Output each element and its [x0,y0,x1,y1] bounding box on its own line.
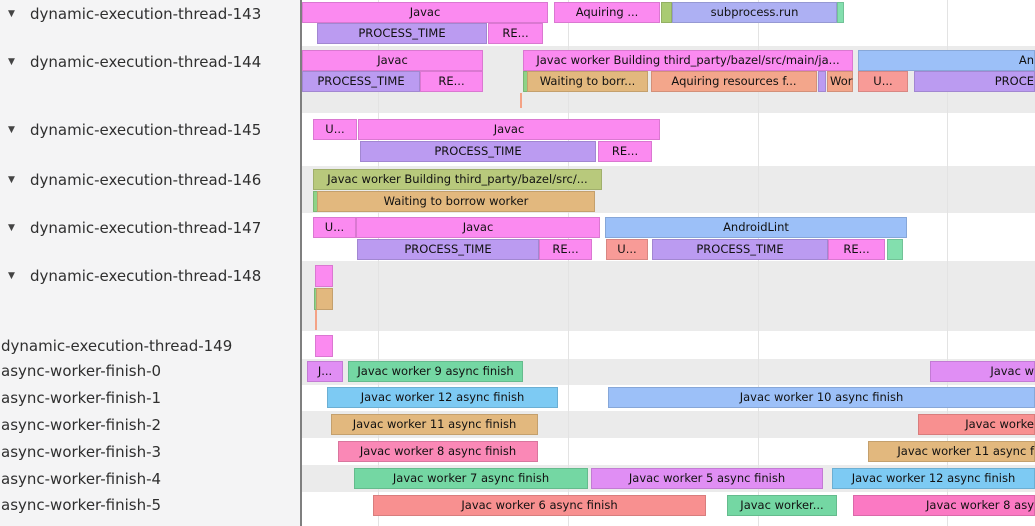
trace-slice[interactable]: Waiting to borr... [527,71,648,92]
track-name-label: async-worker-finish-1 [1,389,162,407]
track-row-dynamic-execution-thread-148[interactable] [302,261,1035,331]
track-name-label: dynamic-execution-thread-147 [30,219,262,237]
track-name-label: async-worker-finish-4 [1,470,162,488]
trace-slice[interactable]: Javac worker Building third_party/bazel/… [313,169,602,190]
gridline [947,0,948,526]
trace-slice[interactable] [818,71,826,92]
track-name-label: async-worker-finish-3 [1,443,162,461]
sidebar-item-async-worker-finish-0[interactable]: async-worker-finish-0 [0,360,300,382]
trace-slice[interactable]: Aquiring ... [554,2,660,23]
trace-slice[interactable]: PROCESS_TIME [357,239,539,260]
sidebar-item-dynamic-execution-thread-143[interactable]: ▼ dynamic-execution-thread-143 [0,3,300,25]
trace-slice[interactable]: PROCESS_TIME [317,23,487,44]
track-name-label: dynamic-execution-thread-149 [1,337,233,355]
trace-slice[interactable]: An [858,50,1035,71]
trace-slice[interactable]: Javac worke [918,414,1035,435]
sidebar-item-async-worker-finish-4[interactable]: async-worker-finish-4 [0,468,300,490]
sidebar-item-dynamic-execution-thread-144[interactable]: ▼ dynamic-execution-thread-144 [0,51,300,73]
trace-slice[interactable] [523,71,529,92]
instant-marker[interactable] [520,93,522,108]
sidebar-item-dynamic-execution-thread-145[interactable]: ▼ dynamic-execution-thread-145 [0,119,300,141]
collapse-toggle-icon[interactable]: ▼ [8,57,15,67]
collapse-toggle-icon[interactable]: ▼ [8,125,15,135]
trace-slice[interactable]: subprocess.run [672,2,837,23]
trace-slice[interactable]: AndroidLint [605,217,907,238]
sidebar-item-dynamic-execution-thread-149[interactable]: dynamic-execution-thread-149 [0,335,300,357]
gridline [758,0,759,526]
trace-slice[interactable]: Javac worker 6 async finish [373,495,706,516]
trace-slice[interactable] [315,335,333,357]
trace-slice[interactable]: Javac worker 8 async finish [338,441,538,462]
track-name-label: async-worker-finish-2 [1,416,162,434]
trace-slice[interactable]: U... [313,119,357,140]
sidebar-item-async-worker-finish-3[interactable]: async-worker-finish-3 [0,441,300,463]
trace-slice[interactable]: PROCESS_TIME [360,141,596,162]
timeline: Javac Aquiring ... subprocess.run PROCESS_T… [302,0,1035,526]
trace-slice[interactable]: Aquiring resources f... [651,71,817,92]
gridline [568,0,569,526]
track-row-dynamic-execution-thread-149[interactable] [302,331,1035,359]
trace-slice[interactable]: Javac [302,50,483,71]
sidebar: ▼ dynamic-execution-thread-143 ▼ dynamic-ex… [0,0,300,526]
sidebar-item-dynamic-execution-thread-147[interactable]: ▼ dynamic-execution-thread-147 [0,217,300,239]
trace-slice[interactable]: Javac worker 11 async finish [331,414,538,435]
trace-slice[interactable] [313,191,319,212]
sidebar-item-async-worker-finish-1[interactable]: async-worker-finish-1 [0,387,300,409]
instant-marker[interactable] [315,310,317,330]
trace-slice[interactable]: RE... [598,141,652,162]
track-name-label: dynamic-execution-thread-146 [30,171,262,189]
trace-slice[interactable]: Javac worker Building third_party/bazel/… [523,50,853,71]
trace-slice[interactable]: RE... [539,239,592,260]
trace-slice[interactable]: Javac [358,119,660,140]
collapse-toggle-icon[interactable]: ▼ [8,223,15,233]
collapse-toggle-icon[interactable]: ▼ [8,271,15,281]
trace-slice[interactable] [315,265,333,287]
track-name-label: dynamic-execution-thread-144 [30,53,262,71]
trace-slice[interactable] [661,2,672,23]
trace-slice[interactable]: Javac w [930,361,1035,382]
track-name-label: async-worker-finish-0 [1,362,162,380]
trace-slice[interactable] [887,239,903,260]
trace-slice[interactable]: PROCESS_TIME [652,239,828,260]
trace-slice[interactable]: PROCESS_TIME [302,71,420,92]
collapse-toggle-icon[interactable]: ▼ [8,175,15,185]
trace-slice[interactable]: Javac worker 12 async finish [327,387,558,408]
trace-slice[interactable]: J... [307,361,343,382]
trace-slice[interactable]: U... [858,71,908,92]
trace-slice[interactable]: Wor [827,71,853,92]
track-name-label: dynamic-execution-thread-145 [30,121,262,139]
sidebar-divider [300,0,302,526]
trace-slice[interactable]: U... [313,217,356,238]
trace-slice[interactable] [316,288,333,310]
trace-slice[interactable]: RE... [488,23,543,44]
track-name-label: dynamic-execution-thread-148 [30,267,262,285]
trace-slice[interactable]: Javac worker... [727,495,837,516]
trace-slice[interactable]: Javac worker 12 async finish [832,468,1035,489]
trace-slice[interactable]: Javac [356,217,600,238]
trace-slice[interactable]: RE... [828,239,885,260]
collapse-toggle-icon[interactable]: ▼ [8,9,15,19]
trace-slice[interactable]: Javac worker 5 async finish [591,468,823,489]
trace-slice[interactable]: U... [606,239,648,260]
trace-slice[interactable]: Javac worker 9 async finish [348,361,523,382]
trace-slice[interactable]: PROCE [914,71,1035,92]
trace-slice[interactable]: Javac worker 7 async finish [354,468,588,489]
sidebar-item-async-worker-finish-5[interactable]: async-worker-finish-5 [0,494,300,516]
sidebar-item-async-worker-finish-2[interactable]: async-worker-finish-2 [0,414,300,436]
gridline [378,0,379,526]
trace-slice[interactable]: RE... [420,71,483,92]
trace-slice[interactable] [837,2,844,23]
trace-slice[interactable]: Javac [302,2,548,23]
sidebar-item-dynamic-execution-thread-146[interactable]: ▼ dynamic-execution-thread-146 [0,169,300,191]
trace-slice[interactable]: Javac worker 11 async f [868,441,1035,462]
sidebar-item-dynamic-execution-thread-148[interactable]: ▼ dynamic-execution-thread-148 [0,265,300,287]
trace-slice[interactable]: Javac worker 10 async finish [608,387,1035,408]
track-name-label: dynamic-execution-thread-143 [30,5,262,23]
track-name-label: async-worker-finish-5 [1,496,162,514]
trace-slice[interactable]: Javac worker 8 asy [853,495,1035,516]
trace-slice[interactable]: Waiting to borrow worker [317,191,595,212]
